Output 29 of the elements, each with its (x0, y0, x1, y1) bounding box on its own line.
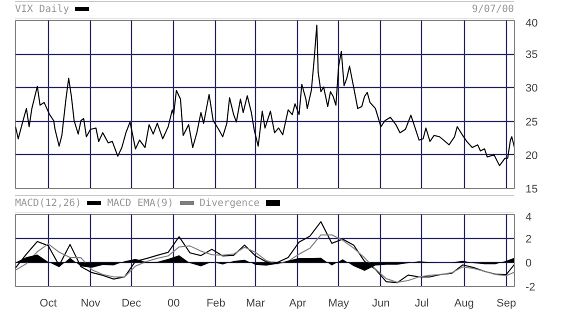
y-tick-label: 35 (526, 49, 538, 62)
x-tick-label: Feb (206, 298, 226, 310)
y-tick-label: -2 (526, 282, 536, 294)
y-tick-label: 4 (526, 212, 532, 224)
x-tick-label: Jun (372, 298, 390, 310)
x-tick-label: May (328, 298, 350, 310)
x-tick-label: 00 (168, 298, 180, 310)
y-tick-label: 15 (526, 184, 538, 196)
y-tick-label: 25 (526, 116, 538, 128)
x-tick-label: Apr (289, 298, 307, 310)
text: 9/07/00 (472, 3, 514, 17)
legend-label: Divergence (200, 198, 261, 209)
line-series (16, 24, 514, 166)
x-tick-label: Nov (80, 298, 101, 310)
y-tick-label: 20 (526, 150, 538, 162)
line-series (16, 221, 514, 284)
x-tick-label: Oct (40, 298, 57, 310)
x-tick-label: Jul (414, 298, 429, 310)
x-tick-label: Dec (122, 298, 142, 310)
x-tick-label: Mar (246, 298, 266, 310)
legend-label: VIX Daily (15, 4, 70, 15)
y-tick-label: 30 (526, 82, 538, 95)
y-tick-label: 40 (526, 18, 538, 30)
x-tick-label: Sep (496, 298, 516, 310)
legend-label: MACD EMA(9) (107, 198, 174, 209)
x-tick-label: Aug (454, 298, 474, 310)
legend-label: MACD(12,26) (15, 198, 82, 209)
y-tick-label: 0 (526, 258, 532, 270)
y-tick-label: 2 (526, 234, 532, 246)
